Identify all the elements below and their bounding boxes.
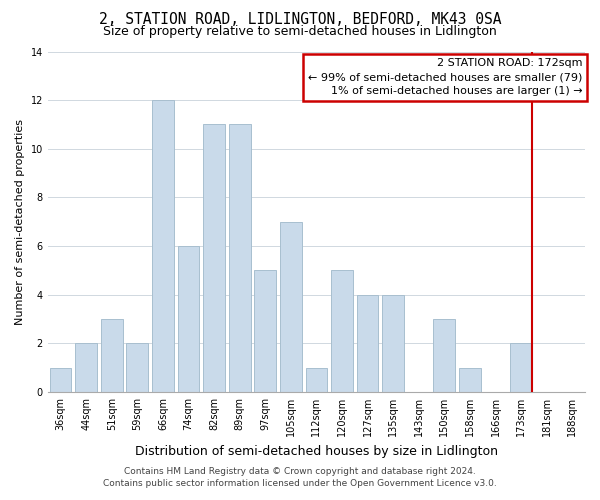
Bar <box>50 368 71 392</box>
Bar <box>127 344 148 392</box>
Bar <box>254 270 276 392</box>
Bar <box>75 344 97 392</box>
Text: Size of property relative to semi-detached houses in Lidlington: Size of property relative to semi-detach… <box>103 25 497 38</box>
Bar <box>305 368 327 392</box>
Bar <box>459 368 481 392</box>
Bar <box>433 319 455 392</box>
Bar <box>382 294 404 392</box>
Bar <box>229 124 251 392</box>
Bar <box>203 124 225 392</box>
Bar <box>178 246 199 392</box>
X-axis label: Distribution of semi-detached houses by size in Lidlington: Distribution of semi-detached houses by … <box>135 444 498 458</box>
Bar <box>331 270 353 392</box>
Text: 2, STATION ROAD, LIDLINGTON, BEDFORD, MK43 0SA: 2, STATION ROAD, LIDLINGTON, BEDFORD, MK… <box>99 12 501 28</box>
Text: Contains HM Land Registry data © Crown copyright and database right 2024.
Contai: Contains HM Land Registry data © Crown c… <box>103 466 497 487</box>
Y-axis label: Number of semi-detached properties: Number of semi-detached properties <box>15 118 25 324</box>
Bar <box>356 294 379 392</box>
Bar <box>280 222 302 392</box>
Bar <box>152 100 174 392</box>
Text: 2 STATION ROAD: 172sqm
← 99% of semi-detached houses are smaller (79)
1% of semi: 2 STATION ROAD: 172sqm ← 99% of semi-det… <box>308 58 583 96</box>
Bar <box>101 319 122 392</box>
Bar <box>510 344 532 392</box>
